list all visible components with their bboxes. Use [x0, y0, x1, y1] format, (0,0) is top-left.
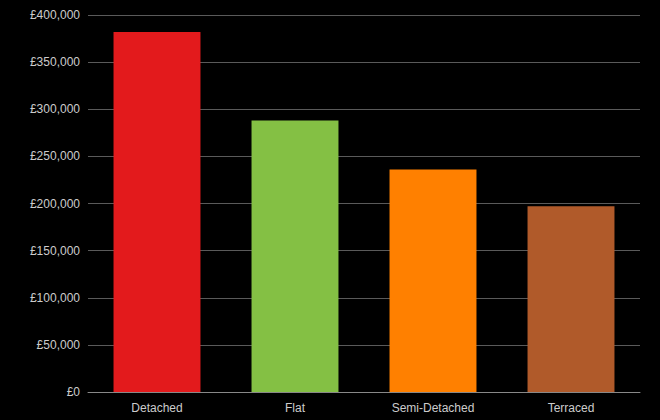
svg-text:£400,000: £400,000 — [30, 8, 80, 22]
svg-text:£50,000: £50,000 — [37, 338, 81, 352]
svg-text:Semi-Detached: Semi-Detached — [392, 401, 475, 415]
svg-text:£250,000: £250,000 — [30, 149, 80, 163]
svg-text:£100,000: £100,000 — [30, 291, 80, 305]
svg-text:Detached: Detached — [131, 401, 182, 415]
svg-text:Terraced: Terraced — [548, 401, 595, 415]
svg-text:£200,000: £200,000 — [30, 197, 80, 211]
svg-text:Flat: Flat — [285, 401, 306, 415]
svg-text:£150,000: £150,000 — [30, 244, 80, 258]
svg-text:£350,000: £350,000 — [30, 55, 80, 69]
svg-text:£300,000: £300,000 — [30, 102, 80, 116]
svg-text:£0: £0 — [67, 385, 81, 399]
